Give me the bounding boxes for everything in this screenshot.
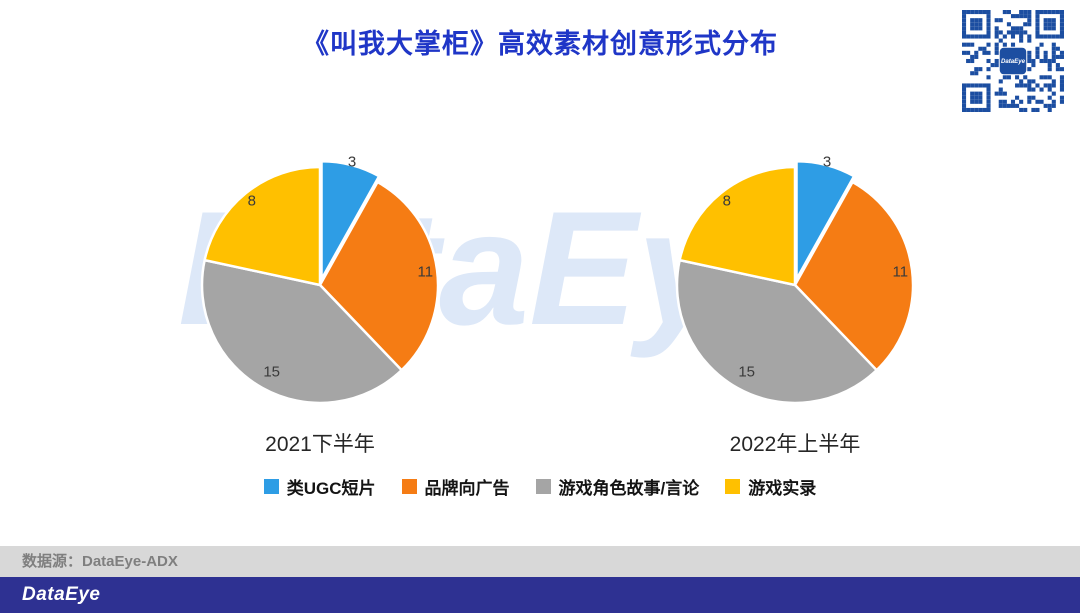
legend-label: 类UGC短片 <box>286 479 376 498</box>
pie-slice <box>200 258 403 405</box>
qr-center-logo <box>999 47 1027 75</box>
pie-slice <box>203 165 322 287</box>
page-title: 《叫我大掌柜》高效素材创意形式分布 <box>302 29 778 59</box>
legend-label: 游戏实录 <box>748 479 817 498</box>
legend-swatch <box>725 479 741 494</box>
qr-logo-text: DataEye <box>1001 58 1026 65</box>
legend-swatch <box>535 479 551 494</box>
legend-item: 品牌向广告 <box>401 474 510 499</box>
source-text: 数据源：DataEye-ADX <box>22 553 178 570</box>
legend-item: 游戏角色故事/言论 <box>535 474 700 499</box>
pie-value-label: 8 <box>248 193 256 210</box>
pie-chart-2022-h1: 3 11 15 8 2022年上半年 <box>625 150 965 458</box>
pie-value-label: 11 <box>418 264 434 281</box>
legend-item: 游戏实录 <box>725 474 816 499</box>
qr-code: DataEye <box>962 10 1064 112</box>
pie-value-label: 3 <box>823 154 831 171</box>
pie-slice <box>320 159 381 281</box>
legend-swatch <box>263 479 279 494</box>
dataeye-logo: DataEye <box>22 584 101 605</box>
pie-slice <box>678 165 797 287</box>
legend: 类UGC短片 品牌向广告 游戏角色故事/言论 游戏实录 <box>0 474 1080 499</box>
pie-2022-h1-svg: 3 11 15 8 <box>675 154 915 405</box>
source-bar: 数据源：DataEye-ADX <box>0 546 1080 577</box>
legend-item: 类UGC短片 <box>263 474 376 499</box>
legend-label: 品牌向广告 <box>424 479 510 498</box>
legend-label: 游戏角色故事/言论 <box>558 479 700 498</box>
pie-value-label: 15 <box>263 364 280 381</box>
footer-bar: DataEye <box>0 577 1080 613</box>
pie-chart-2021-h2: 3 11 15 8 2021下半年 <box>150 150 490 458</box>
pie-slice <box>795 159 856 281</box>
pie-title-2022-h1: 2022年上半年 <box>729 433 861 456</box>
pie-title-2021-h2: 2021下半年 <box>265 433 375 456</box>
pie-slice <box>675 258 878 405</box>
pie-2021-h2-svg: 3 11 15 8 <box>200 154 440 405</box>
pie-value-label: 3 <box>348 154 356 171</box>
pie-value-label: 8 <box>723 193 731 210</box>
pie-value-label: 11 <box>893 264 909 281</box>
pie-slice <box>793 180 915 372</box>
pie-slice <box>318 180 440 372</box>
qr-code-svg: DataEye <box>962 10 1064 112</box>
legend-swatch <box>401 479 417 494</box>
pie-value-label: 15 <box>738 364 755 381</box>
